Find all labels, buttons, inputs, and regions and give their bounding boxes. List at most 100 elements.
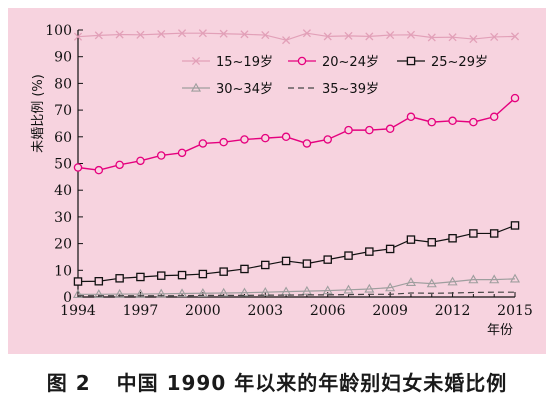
data-point	[365, 32, 374, 41]
legend-label: 15~19岁	[216, 55, 273, 70]
data-point	[219, 267, 228, 276]
y-tick-label: 10	[54, 263, 72, 279]
data-point	[385, 124, 395, 134]
data-point	[510, 221, 520, 230]
data-point	[73, 32, 83, 41]
figure-caption: 图 2 中国 1990 年以来的年龄别妇女未婚比例	[0, 360, 554, 402]
data-point	[509, 273, 521, 283]
data-point	[469, 35, 478, 44]
chart-panel: 0 10 20 30 40 50 60 70 80 90 100 1994 1997 2000 2003 20…	[8, 8, 546, 354]
data-point	[240, 135, 249, 144]
data-point	[261, 133, 270, 143]
data-point	[177, 29, 187, 38]
data-point	[218, 287, 229, 297]
data-point	[219, 29, 228, 38]
data-point	[261, 31, 270, 40]
x-tick-label: 2006	[310, 303, 346, 319]
data-point	[322, 285, 333, 295]
series-2	[73, 93, 520, 175]
data-point	[323, 255, 332, 264]
data-point	[198, 139, 208, 148]
legend-marker	[406, 56, 416, 66]
y-tick-label: 50	[54, 157, 72, 173]
data-point	[157, 29, 166, 39]
data-point	[427, 117, 437, 127]
data-point	[406, 235, 416, 244]
data-point	[94, 165, 104, 175]
x-tick-label: 1997	[123, 303, 159, 319]
data-point	[343, 284, 354, 294]
legend: 15~19岁 20~24岁 25~29岁 30~34岁 35~39岁	[182, 55, 488, 97]
data-point	[94, 276, 104, 286]
legend-item-5: 35~39岁	[288, 82, 379, 97]
series-4	[72, 273, 521, 298]
data-point	[490, 32, 499, 42]
data-point	[115, 274, 124, 283]
data-point	[135, 288, 146, 298]
data-point	[344, 125, 353, 135]
x-tick-label: 2000	[185, 303, 221, 319]
data-point	[136, 30, 145, 39]
data-point	[406, 30, 416, 39]
legend-item-4: 30~34岁	[182, 82, 273, 97]
y-tick-label: 30	[54, 210, 72, 226]
x-tick-label: 2015	[497, 303, 533, 319]
data-point	[114, 288, 125, 298]
figure-number: 图 2	[46, 370, 91, 395]
series-line	[77, 32, 516, 41]
data-point	[156, 151, 166, 160]
data-point	[281, 286, 292, 296]
data-point	[177, 288, 188, 298]
data-point	[427, 33, 436, 42]
y-axis-title: 未婚比例 (%)	[31, 74, 46, 153]
data-point	[281, 256, 291, 266]
data-point	[469, 117, 478, 127]
unmarried-rate-line-chart: 0 10 20 30 40 50 60 70 80 90 100 1994 1997 2000 2003 20…	[31, 23, 533, 338]
series-3	[73, 221, 520, 286]
data-point	[198, 29, 207, 38]
data-point	[364, 283, 375, 293]
y-tick-label: 40	[54, 183, 72, 199]
x-tick-label: 2012	[435, 303, 471, 319]
data-point	[302, 139, 312, 148]
data-point	[73, 277, 83, 286]
legend-label: 30~34岁	[216, 82, 273, 97]
data-point	[406, 112, 416, 122]
data-point	[385, 282, 396, 292]
data-point	[301, 285, 312, 295]
data-point	[323, 135, 332, 144]
axes: 0 10 20 30 40 50 60 70 80 90 100 1994 1997 2000 2003 20…	[31, 23, 533, 338]
data-point	[405, 277, 416, 286]
data-point	[448, 116, 457, 126]
series-1	[73, 29, 520, 45]
data-point	[136, 156, 145, 166]
data-point	[468, 274, 479, 284]
series-line	[77, 224, 516, 283]
y-tick-label: 70	[54, 103, 72, 119]
data-point	[240, 264, 249, 274]
data-point	[489, 229, 499, 238]
data-point	[323, 32, 332, 41]
data-point	[177, 148, 187, 158]
data-point	[344, 251, 353, 260]
data-point	[447, 276, 458, 286]
legend-item-3: 25~29岁	[397, 55, 488, 70]
data-point	[197, 288, 208, 297]
legend-marker	[190, 82, 202, 92]
data-point	[385, 244, 395, 254]
legend-marker	[191, 56, 201, 66]
legend-item-1: 15~19岁	[182, 55, 273, 70]
data-point	[115, 160, 124, 170]
data-point	[281, 132, 291, 142]
data-point	[177, 270, 187, 280]
x-tick-label: 2009	[372, 303, 408, 319]
y-tick-label: 20	[54, 237, 72, 253]
series-line	[78, 291, 515, 297]
x-tick-label: 1994	[60, 303, 96, 319]
figure-title: 中国 1990 年以来的年龄别妇女未婚比例	[116, 370, 508, 395]
y-tick-label: 60	[54, 130, 72, 146]
data-point	[94, 31, 103, 40]
data-point	[260, 286, 271, 296]
legend-marker	[297, 56, 307, 66]
